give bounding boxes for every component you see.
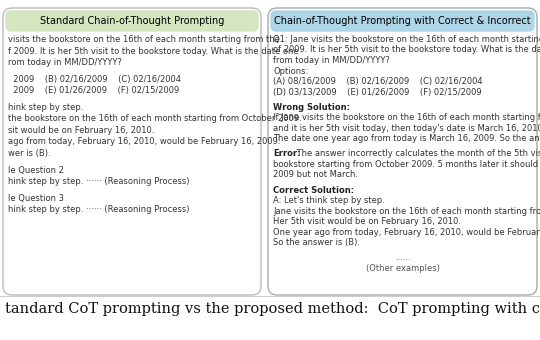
FancyBboxPatch shape — [3, 8, 261, 295]
Text: Jane visits the bookstore on the 16th of each month starting from Oct: Jane visits the bookstore on the 16th of… — [273, 207, 540, 216]
Text: (Other examples): (Other examples) — [366, 264, 440, 273]
Text: Q1: Jane visits the bookstore on the 16th of each month starting from: Q1: Jane visits the bookstore on the 16t… — [273, 35, 540, 44]
Text: (D) 03/13/2009    (E) 01/26/2009    (F) 02/15/2009: (D) 03/13/2009 (E) 01/26/2009 (F) 02/15/… — [273, 87, 482, 97]
Text: 2009 but not March.: 2009 but not March. — [273, 170, 358, 180]
Text: bookstore starting from October 2009. 5 months later it should be Feb: bookstore starting from October 2009. 5 … — [273, 160, 540, 169]
Text: Her 5th visit would be on February 16, 2010.: Her 5th visit would be on February 16, 2… — [273, 217, 461, 226]
Text: and it is her 5th visit today, then today's date is March 16, 2010.: and it is her 5th visit today, then toda… — [273, 124, 540, 133]
Text: the bookstore on the 16th of each month starting from October 2009.: the bookstore on the 16th of each month … — [8, 114, 302, 123]
Text: The answer incorrectly calculates the month of the 5th visit. Jane: The answer incorrectly calculates the mo… — [294, 150, 540, 158]
Text: ......: ...... — [395, 253, 410, 262]
Text: from today in MM/DD/YYYY?: from today in MM/DD/YYYY? — [273, 56, 390, 65]
Text: visits the bookstore on the 16th of each month starting from the: visits the bookstore on the 16th of each… — [8, 35, 280, 44]
Text: 2009    (E) 01/26/2009    (F) 02/15/2009: 2009 (E) 01/26/2009 (F) 02/15/2009 — [8, 86, 179, 95]
Text: hink step by step. ······ (Reasoning Process): hink step by step. ······ (Reasoning Pro… — [8, 177, 190, 186]
Text: of 2009. It is her 5th visit to the bookstore today. What is the date one: of 2009. It is her 5th visit to the book… — [273, 46, 540, 54]
Text: le Question 3: le Question 3 — [8, 194, 64, 203]
FancyBboxPatch shape — [268, 8, 537, 295]
Text: (A) 08/16/2009    (B) 02/16/2009    (C) 02/16/2004: (A) 08/16/2009 (B) 02/16/2009 (C) 02/16/… — [273, 77, 483, 86]
Text: One year ago from today, February 16, 2010, would be February 16, 2: One year ago from today, February 16, 20… — [273, 228, 540, 237]
Text: Wrong Solution:: Wrong Solution: — [273, 103, 350, 112]
Text: ago from today, February 16, 2010, would be February 16, 2009.: ago from today, February 16, 2010, would… — [8, 137, 280, 146]
FancyBboxPatch shape — [6, 11, 258, 31]
Text: Correct Solution:: Correct Solution: — [273, 186, 354, 195]
FancyBboxPatch shape — [271, 11, 534, 31]
Text: sit would be on February 16, 2010.: sit would be on February 16, 2010. — [8, 126, 154, 135]
Text: tandard CoT prompting vs the proposed method:  CoT prompting with correct & inco: tandard CoT prompting vs the proposed me… — [5, 302, 540, 316]
Text: If Jane visits the bookstore on the 16th of each month starting from O: If Jane visits the bookstore on the 16th… — [273, 113, 540, 122]
Text: le Question 2: le Question 2 — [8, 166, 64, 174]
Text: rom today in MM/DD/YYYY?: rom today in MM/DD/YYYY? — [8, 58, 122, 67]
Text: The date one year ago from today is March 16, 2009. So the answer is: The date one year ago from today is Marc… — [273, 134, 540, 143]
Text: wer is (B).: wer is (B). — [8, 149, 51, 158]
Text: hink step by step.: hink step by step. — [8, 103, 83, 112]
Text: f 2009. It is her 5th visit to the bookstore today. What is the date one: f 2009. It is her 5th visit to the books… — [8, 47, 299, 55]
Text: Chain-of-Thought Prompting with Correct & Incorrect: Chain-of-Thought Prompting with Correct … — [274, 16, 531, 26]
Text: Standard Chain-of-Thought Prompting: Standard Chain-of-Thought Prompting — [40, 16, 224, 26]
Text: 2009    (B) 02/16/2009    (C) 02/16/2004: 2009 (B) 02/16/2009 (C) 02/16/2004 — [8, 75, 181, 84]
Text: A: Let's think step by step.: A: Let's think step by step. — [273, 196, 385, 205]
Text: Error:: Error: — [273, 150, 300, 158]
Text: So the answer is (B).: So the answer is (B). — [273, 238, 360, 247]
Text: Options:: Options: — [273, 67, 308, 75]
Text: hink step by step. ······ (Reasoning Process): hink step by step. ······ (Reasoning Pro… — [8, 205, 190, 214]
